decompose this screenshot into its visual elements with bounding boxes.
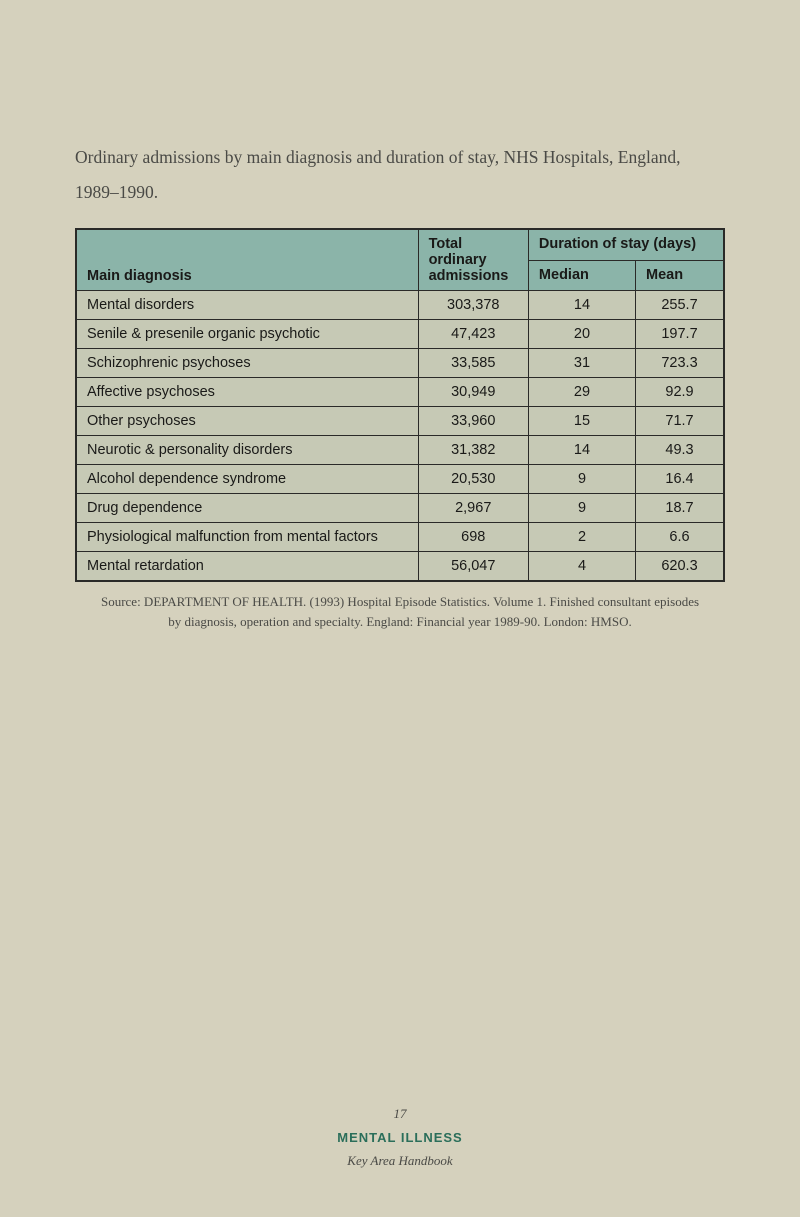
- table-row: Alcohol dependence syndrome20,530916.4: [76, 465, 724, 494]
- cell-median: 9: [528, 494, 635, 523]
- cell-mean: 255.7: [636, 291, 724, 320]
- table-row: Physiological malfunction from mental fa…: [76, 523, 724, 552]
- cell-median: 29: [528, 378, 635, 407]
- cell-total: 2,967: [418, 494, 528, 523]
- cell-total: 698: [418, 523, 528, 552]
- table-header: Main diagnosis Total ordinary admissions…: [76, 229, 724, 291]
- cell-diagnosis: Mental disorders: [76, 291, 418, 320]
- cell-total: 33,585: [418, 349, 528, 378]
- table-row: Neurotic & personality disorders31,38214…: [76, 436, 724, 465]
- admissions-table: Main diagnosis Total ordinary admissions…: [75, 228, 725, 582]
- table-row: Affective psychoses30,9492992.9: [76, 378, 724, 407]
- cell-median: 4: [528, 552, 635, 582]
- table-row: Other psychoses33,9601571.7: [76, 407, 724, 436]
- cell-total: 31,382: [418, 436, 528, 465]
- header-row-1: Main diagnosis Total ordinary admissions…: [76, 229, 724, 260]
- title-line-1: Ordinary admissions by main diagnosis an…: [75, 147, 680, 167]
- cell-diagnosis: Affective psychoses: [76, 378, 418, 407]
- cell-total: 20,530: [418, 465, 528, 494]
- table-row: Mental disorders303,37814255.7: [76, 291, 724, 320]
- cell-diagnosis: Schizophrenic psychoses: [76, 349, 418, 378]
- cell-diagnosis: Senile & presenile organic psychotic: [76, 320, 418, 349]
- cell-mean: 92.9: [636, 378, 724, 407]
- cell-mean: 49.3: [636, 436, 724, 465]
- table-row: Senile & presenile organic psychotic47,4…: [76, 320, 724, 349]
- total-header-l1: Total: [429, 236, 463, 252]
- col-header-mean: Mean: [636, 260, 724, 291]
- cell-total: 33,960: [418, 407, 528, 436]
- cell-median: 2: [528, 523, 635, 552]
- table-body: Mental disorders303,37814255.7Senile & p…: [76, 291, 724, 582]
- cell-mean: 620.3: [636, 552, 724, 582]
- total-header-l3: admissions: [429, 268, 509, 284]
- source-line-1: Source: DEPARTMENT OF HEALTH. (1993) Hos…: [101, 594, 699, 609]
- cell-median: 14: [528, 291, 635, 320]
- cell-diagnosis: Other psychoses: [76, 407, 418, 436]
- book-title: Key Area Handbook: [0, 1153, 800, 1169]
- cell-median: 9: [528, 465, 635, 494]
- col-header-median: Median: [528, 260, 635, 291]
- source-line-2: by diagnosis, operation and specialty. E…: [168, 614, 631, 629]
- cell-median: 31: [528, 349, 635, 378]
- section-label: MENTAL ILLNESS: [0, 1130, 800, 1145]
- cell-diagnosis: Physiological malfunction from mental fa…: [76, 523, 418, 552]
- col-header-total: Total ordinary admissions: [418, 229, 528, 291]
- cell-mean: 723.3: [636, 349, 724, 378]
- cell-mean: 6.6: [636, 523, 724, 552]
- cell-diagnosis: Mental retardation: [76, 552, 418, 582]
- document-page: Ordinary admissions by main diagnosis an…: [0, 0, 800, 1217]
- cell-mean: 16.4: [636, 465, 724, 494]
- table-row: Schizophrenic psychoses33,58531723.3: [76, 349, 724, 378]
- cell-total: 303,378: [418, 291, 528, 320]
- cell-mean: 18.7: [636, 494, 724, 523]
- total-header-l2: ordinary: [429, 252, 487, 268]
- cell-total: 47,423: [418, 320, 528, 349]
- table-row: Mental retardation56,0474620.3: [76, 552, 724, 582]
- cell-diagnosis: Alcohol dependence syndrome: [76, 465, 418, 494]
- col-header-main-diagnosis: Main diagnosis: [76, 229, 418, 291]
- source-citation: Source: DEPARTMENT OF HEALTH. (1993) Hos…: [75, 592, 725, 631]
- cell-total: 30,949: [418, 378, 528, 407]
- cell-median: 20: [528, 320, 635, 349]
- cell-diagnosis: Neurotic & personality disorders: [76, 436, 418, 465]
- col-header-duration-group: Duration of stay (days): [528, 229, 724, 260]
- page-footer: 17 MENTAL ILLNESS Key Area Handbook: [0, 1106, 800, 1169]
- cell-mean: 71.7: [636, 407, 724, 436]
- title-line-2: 1989–1990.: [75, 182, 158, 202]
- cell-diagnosis: Drug dependence: [76, 494, 418, 523]
- page-number: 17: [0, 1106, 800, 1122]
- table-title: Ordinary admissions by main diagnosis an…: [75, 140, 725, 210]
- cell-total: 56,047: [418, 552, 528, 582]
- cell-median: 15: [528, 407, 635, 436]
- cell-mean: 197.7: [636, 320, 724, 349]
- cell-median: 14: [528, 436, 635, 465]
- table-row: Drug dependence2,967918.7: [76, 494, 724, 523]
